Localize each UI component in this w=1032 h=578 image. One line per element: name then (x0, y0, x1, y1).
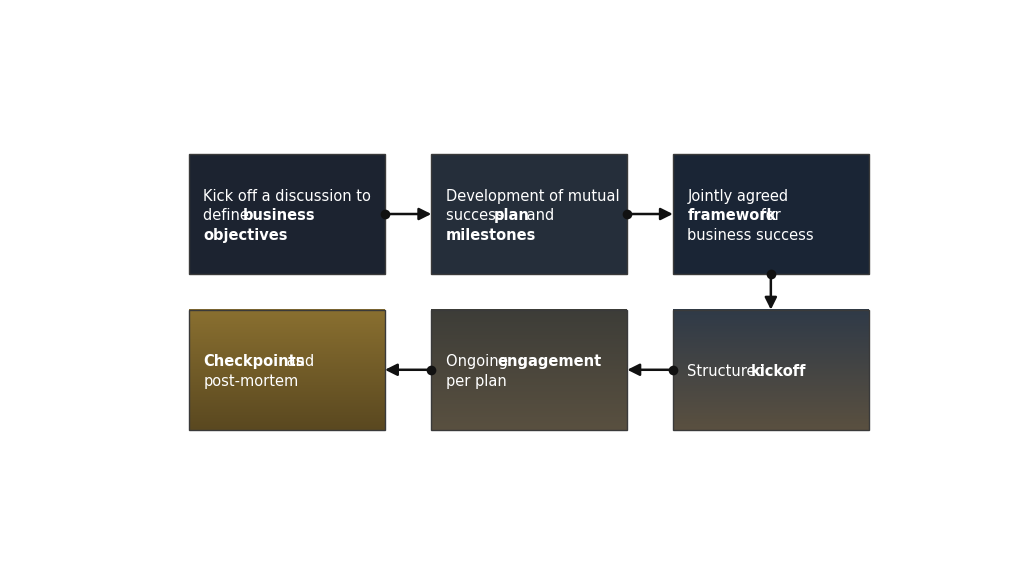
Bar (189, 310, 385, 430)
Text: and: and (522, 209, 554, 224)
Bar (673, 154, 869, 274)
Text: business success: business success (687, 228, 814, 243)
Text: define: define (203, 209, 254, 224)
Bar (673, 310, 869, 430)
Text: Ongoing: Ongoing (446, 354, 512, 369)
Text: per plan: per plan (446, 374, 507, 389)
Text: Jointly agreed: Jointly agreed (687, 189, 788, 204)
Text: framework: framework (687, 209, 776, 224)
Bar (189, 154, 385, 274)
Text: and: and (282, 354, 315, 369)
Text: engagement: engagement (497, 354, 602, 369)
Bar (431, 154, 627, 274)
Text: success: success (446, 209, 508, 224)
Text: Structured: Structured (687, 364, 770, 379)
Text: for: for (756, 209, 781, 224)
Text: objectives: objectives (203, 228, 288, 243)
Text: post-mortem: post-mortem (203, 374, 298, 389)
Text: Development of mutual: Development of mutual (446, 189, 619, 204)
Bar (431, 310, 627, 430)
Text: Kick off a discussion to: Kick off a discussion to (203, 189, 372, 204)
Text: kickoff: kickoff (751, 364, 807, 379)
Text: business: business (243, 209, 315, 224)
Text: milestones: milestones (446, 228, 536, 243)
Text: plan: plan (494, 209, 529, 224)
Text: Checkpoints: Checkpoints (203, 354, 304, 369)
